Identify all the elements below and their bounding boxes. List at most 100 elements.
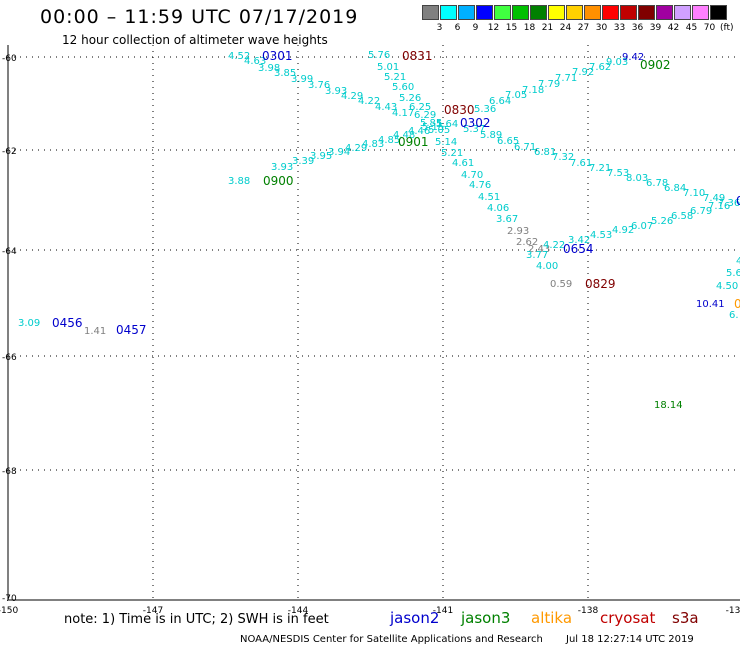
- wave-height-value: 4.00: [536, 261, 558, 272]
- legend-label: 21: [541, 23, 554, 33]
- wave-height-value: 3.77: [526, 250, 548, 261]
- credit-line: NOAA/NESDIS Center for Satellite Applica…: [240, 634, 543, 645]
- map-title: 00:00 – 11:59 UTC 07/17/2019: [40, 6, 359, 28]
- latitude-label: -60: [2, 54, 17, 64]
- wave-height-value: 2.93: [507, 226, 529, 237]
- wave-height-value: 4.29: [341, 91, 363, 102]
- legend-swatch: [494, 5, 511, 20]
- legend-swatch: [692, 5, 709, 20]
- wave-height-value: 3.42: [568, 235, 590, 246]
- latitude-label: -66: [2, 353, 17, 363]
- legend-label: 30: [595, 23, 608, 33]
- pass-time-label: 0900: [263, 174, 294, 188]
- wave-height-value: 7.05: [505, 90, 527, 101]
- wave-height-value: 18.14: [654, 400, 683, 411]
- wave-height-value: 6.78: [646, 178, 668, 189]
- wave-height-value: 6.79: [690, 206, 712, 217]
- wave-height-value: 4.53: [590, 230, 612, 241]
- wave-height-value: 4.46: [408, 126, 430, 137]
- wave-height-value: 3.09: [18, 318, 40, 329]
- latitude-label: -64: [2, 247, 17, 257]
- legend-swatch: [584, 5, 601, 20]
- wave-height-value: 7.79: [538, 79, 560, 90]
- generation-timestamp: Jul 18 12:27:14 UTC 2019: [566, 634, 694, 645]
- longitude-label: -138: [578, 606, 599, 616]
- wave-height-value: 7.10: [683, 188, 705, 199]
- pass-time-label: 0302: [460, 116, 491, 130]
- satellite-name: altika: [531, 609, 573, 627]
- pass-time-label: 0456: [52, 316, 83, 330]
- pass-time-label: 0901: [398, 135, 429, 149]
- wave-height-value: 5.21: [441, 148, 463, 159]
- legend-label: 33: [613, 23, 626, 33]
- longitude-label: -13: [726, 606, 740, 616]
- wave-height-value: 7.36: [718, 198, 740, 209]
- wave-height-value: 6.: [729, 310, 739, 321]
- legend-label: 12: [487, 23, 500, 33]
- wave-height-value: 7.16: [708, 201, 730, 212]
- wave-height-value: 4.70: [461, 170, 483, 181]
- wave-height-value: 5.21: [384, 72, 406, 83]
- pass-time-label: 0830: [444, 103, 475, 117]
- wave-height-value: 6.58: [671, 211, 693, 222]
- legend-label: 36: [631, 23, 644, 33]
- wave-height-value: 3.95: [310, 151, 332, 162]
- wave-height-value: 6.71: [514, 142, 536, 153]
- wave-height-value: 10.41: [696, 299, 725, 310]
- legend-label: 27: [577, 23, 590, 33]
- pass-time-label: 0457: [116, 323, 147, 337]
- wave-height-value: 5.14: [435, 137, 457, 148]
- wave-height-value: 7.92: [572, 67, 594, 78]
- pass-time-label: 0902: [640, 58, 671, 72]
- map-subtitle: 12 hour collection of altimeter wave hei…: [62, 33, 328, 47]
- satellite-name: jason2: [390, 609, 440, 627]
- wave-height-value: 3.94: [328, 147, 350, 158]
- wave-height-value: 5.64: [436, 119, 458, 130]
- wave-height-value: 6.29: [414, 110, 436, 121]
- wave-height-value: 4: [736, 256, 740, 267]
- wave-height-value: 3.93: [271, 162, 293, 173]
- legend-swatch: [620, 5, 637, 20]
- longitude-label: -147: [143, 606, 163, 616]
- legend-swatch: [476, 5, 493, 20]
- wave-height-value: 3.99: [291, 74, 313, 85]
- wave-height-value: 4.06: [487, 203, 509, 214]
- pass-time-label: 0301: [262, 49, 293, 63]
- legend-swatch: [440, 5, 457, 20]
- legend-swatch: [656, 5, 673, 20]
- wave-height-value: 4.17: [392, 108, 414, 119]
- legend-swatch: [710, 5, 727, 20]
- wave-height-value: 4.61: [452, 158, 474, 169]
- wave-height-value: 5.26: [399, 93, 421, 104]
- legend-label: 18: [523, 23, 536, 33]
- wave-height-value: 7.21: [589, 163, 611, 174]
- wave-height-value: 5.01: [377, 62, 399, 73]
- legend-swatch: [566, 5, 583, 20]
- wave-height-value: 0.59: [550, 279, 572, 290]
- wave-height-value: 8.03: [626, 173, 648, 184]
- wave-height-value: 4.83: [362, 139, 384, 150]
- satellite-name: cryosat: [600, 609, 656, 627]
- legend-label: 42: [667, 23, 680, 33]
- wave-height-observations: 4.524.633.983.853.993.763.934.294.224.43…: [18, 50, 740, 411]
- wave-height-value: 5.37: [463, 124, 485, 135]
- wave-height-value: 4.51: [478, 192, 500, 203]
- longitude-label: -150: [0, 606, 18, 616]
- wave-height-value: 7.18: [522, 85, 544, 96]
- wave-height-value: 5.85: [420, 118, 442, 129]
- wave-height-value: 3.88: [228, 176, 250, 187]
- wave-height-value: 3.93: [325, 86, 347, 97]
- legend-label: 39: [649, 23, 662, 33]
- wave-height-value: 4.52: [228, 51, 250, 62]
- legend-swatch: [638, 5, 655, 20]
- legend-label: 24: [559, 23, 572, 33]
- legend-label: 9: [472, 23, 479, 33]
- wave-height-value: 4.76: [469, 180, 491, 191]
- legend-swatch: [458, 5, 475, 20]
- satellite-name: jason3: [461, 609, 511, 627]
- wave-height-value: 6.64: [489, 96, 511, 107]
- wave-height-value: 5.6: [726, 268, 740, 279]
- wave-height-value: 6.07: [631, 221, 653, 232]
- pass-time-label: 0654: [563, 242, 594, 256]
